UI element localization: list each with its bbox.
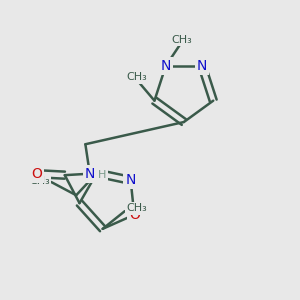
Text: CH₃: CH₃	[126, 72, 147, 82]
Text: CH₃: CH₃	[172, 34, 192, 45]
Text: CH₃: CH₃	[126, 203, 147, 213]
Text: N: N	[160, 59, 171, 73]
Text: N: N	[125, 173, 136, 188]
Text: N: N	[85, 167, 95, 181]
Text: CH₃: CH₃	[29, 176, 50, 186]
Text: N: N	[197, 59, 207, 73]
Text: O: O	[129, 208, 140, 222]
Text: O: O	[32, 167, 42, 181]
Text: H: H	[98, 170, 106, 180]
